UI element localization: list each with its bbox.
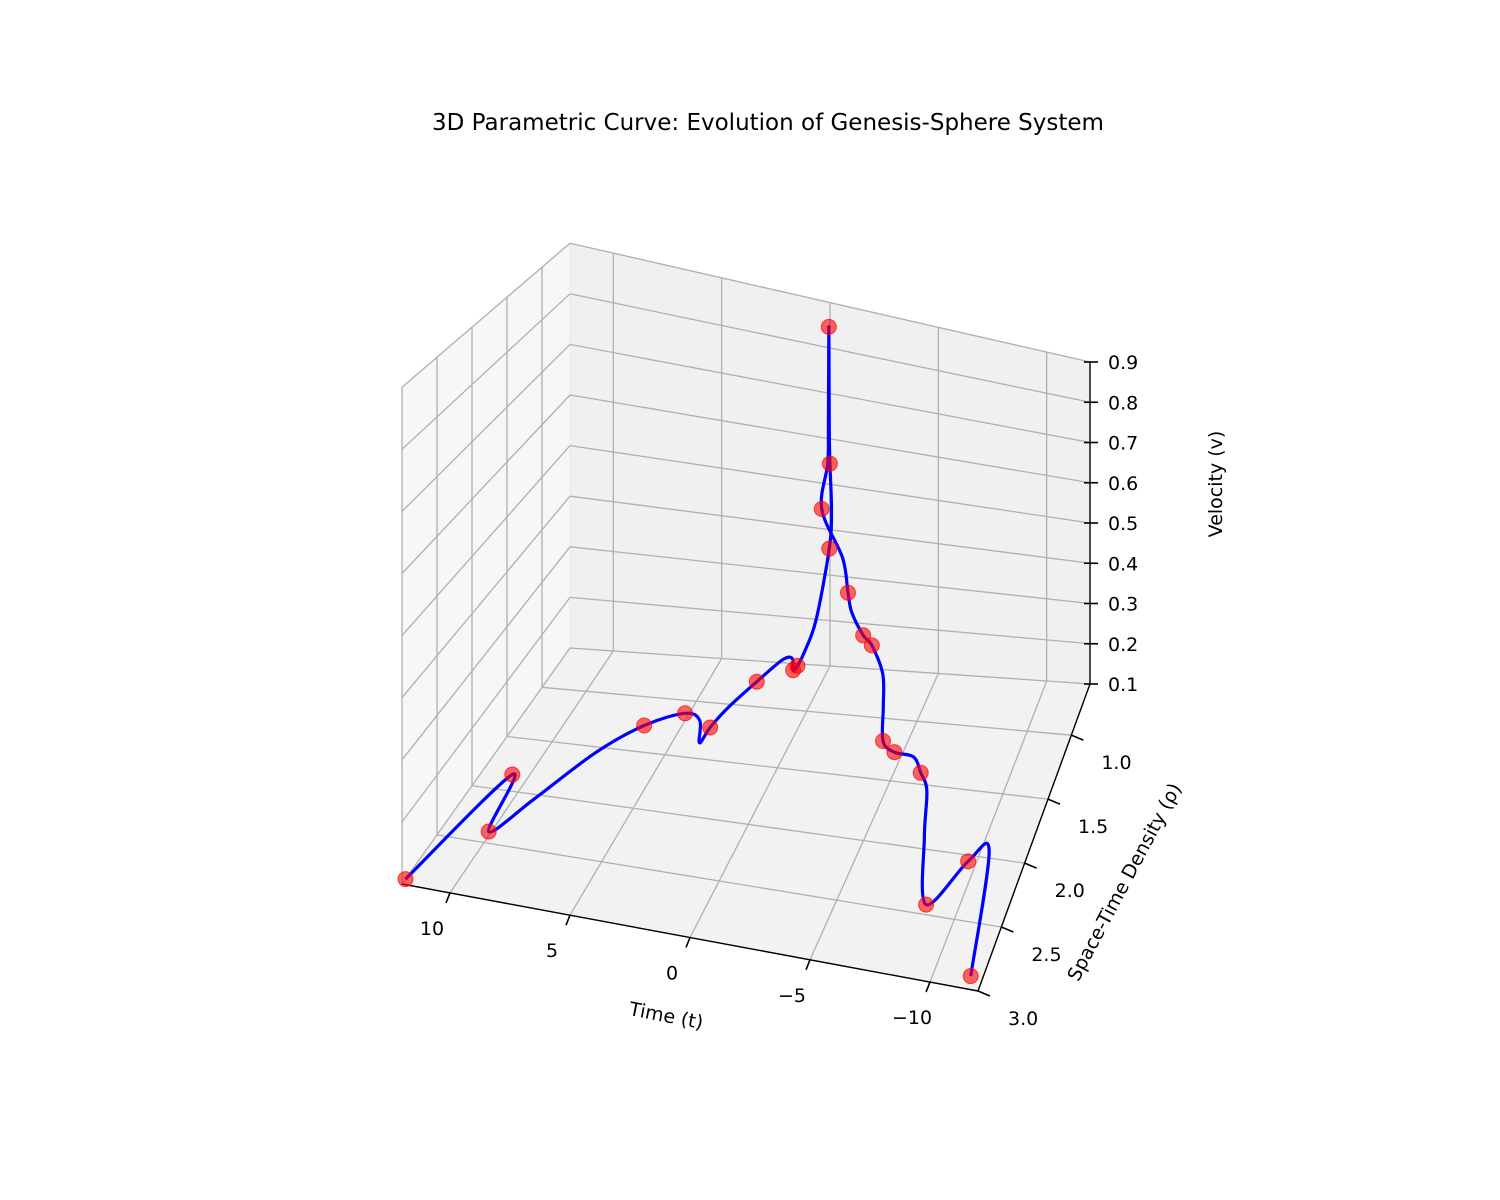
chart-marker-layer bbox=[397, 318, 979, 985]
x-tick-label: −10 bbox=[892, 1007, 932, 1029]
sample-point-marker bbox=[677, 705, 694, 722]
chart-panes bbox=[401, 242, 1091, 992]
z-tick-label: 0.2 bbox=[1108, 634, 1138, 656]
z-tick-label: 0.8 bbox=[1108, 392, 1138, 414]
y-tick bbox=[1001, 926, 1014, 933]
z-tick-label: 0.9 bbox=[1108, 352, 1138, 374]
wall-gridline-v bbox=[569, 242, 1091, 363]
wall-gridline-v bbox=[569, 596, 1091, 645]
chart-axes: 10 5 0 −5 −10 1.0 1.5 2.0 2.5 3.0 0.1 0.2 0.3 0.4 0.5 0… bbox=[401, 352, 1138, 1030]
sample-point-marker bbox=[855, 627, 872, 644]
chart-grid bbox=[401, 242, 1091, 992]
sample-point-marker bbox=[821, 540, 838, 557]
side-gridline-v bbox=[401, 445, 571, 637]
z-tick-label: 0.4 bbox=[1108, 553, 1138, 575]
side-gridline-v bbox=[401, 343, 571, 512]
sample-point-marker bbox=[839, 584, 856, 601]
side-gridline-v bbox=[401, 597, 571, 823]
sample-point-marker bbox=[912, 764, 929, 781]
floor-gridline-rho bbox=[436, 834, 1002, 928]
chart-curve-layer bbox=[404, 325, 991, 977]
x-tick-label: −5 bbox=[778, 985, 806, 1007]
sample-point-marker bbox=[960, 853, 977, 870]
x-tick-label: 0 bbox=[666, 963, 678, 985]
x-axis-label: Time (t) bbox=[626, 998, 705, 1034]
y-tick bbox=[1024, 862, 1037, 869]
side-gridline-v bbox=[401, 394, 571, 574]
y-tick-label: 3.0 bbox=[1008, 1008, 1038, 1030]
x-tick bbox=[445, 892, 451, 904]
sample-point-marker bbox=[748, 673, 765, 690]
z-tick-label: 0.7 bbox=[1108, 433, 1138, 455]
x-tick-label: 5 bbox=[546, 940, 558, 962]
parametric-curve-line bbox=[404, 325, 991, 977]
chart-title: 3D Parametric Curve: Evolution of Genesi… bbox=[432, 110, 1104, 136]
x-tick bbox=[925, 981, 931, 993]
sample-point-marker bbox=[918, 896, 935, 913]
z-tick-label: 0.1 bbox=[1108, 674, 1138, 696]
sample-point-marker bbox=[813, 500, 830, 517]
floor-gridline-rho bbox=[506, 735, 1049, 800]
y-tick bbox=[1071, 734, 1084, 741]
sample-point-marker bbox=[702, 719, 719, 736]
z-tick-label: 0.6 bbox=[1108, 473, 1138, 495]
sample-point-marker bbox=[863, 637, 880, 654]
sample-point-marker bbox=[820, 318, 837, 335]
side-gridline-v bbox=[401, 647, 571, 885]
floor-gridline-rho bbox=[541, 686, 1072, 736]
sample-point-marker bbox=[480, 823, 497, 840]
x-tick bbox=[685, 937, 691, 948]
x-tick bbox=[805, 959, 811, 971]
x-tick-label: 10 bbox=[420, 918, 444, 940]
sample-point-marker bbox=[636, 717, 653, 734]
side-gridline-v bbox=[401, 546, 571, 761]
sample-point-marker bbox=[821, 455, 838, 472]
y-tick-label: 1.5 bbox=[1078, 816, 1108, 838]
z-tick-label: 0.3 bbox=[1108, 594, 1138, 616]
sample-point-marker bbox=[886, 744, 903, 761]
y-tick-label: 1.0 bbox=[1101, 752, 1131, 774]
floor-gridline-rho bbox=[471, 785, 1025, 864]
wall-gridline-v bbox=[569, 546, 1091, 605]
sample-point-marker bbox=[875, 733, 892, 750]
side-gridline-v bbox=[401, 242, 571, 388]
y-tick-label: 2.5 bbox=[1031, 944, 1061, 966]
y-tick bbox=[1047, 798, 1061, 805]
y-tick bbox=[977, 990, 991, 997]
side-gridline-v bbox=[401, 495, 571, 699]
x-tick bbox=[565, 914, 571, 926]
sample-point-marker bbox=[962, 968, 979, 985]
z-axis-label: Velocity (v) bbox=[1205, 431, 1227, 538]
sample-point-marker bbox=[397, 871, 414, 888]
z-tick-label: 0.5 bbox=[1108, 513, 1138, 535]
sample-point-marker bbox=[504, 766, 521, 783]
side-gridline-v bbox=[401, 293, 571, 450]
y-tick-label: 2.0 bbox=[1055, 880, 1085, 902]
sample-point-marker bbox=[789, 657, 806, 674]
wall-gridline-v bbox=[569, 647, 1091, 685]
